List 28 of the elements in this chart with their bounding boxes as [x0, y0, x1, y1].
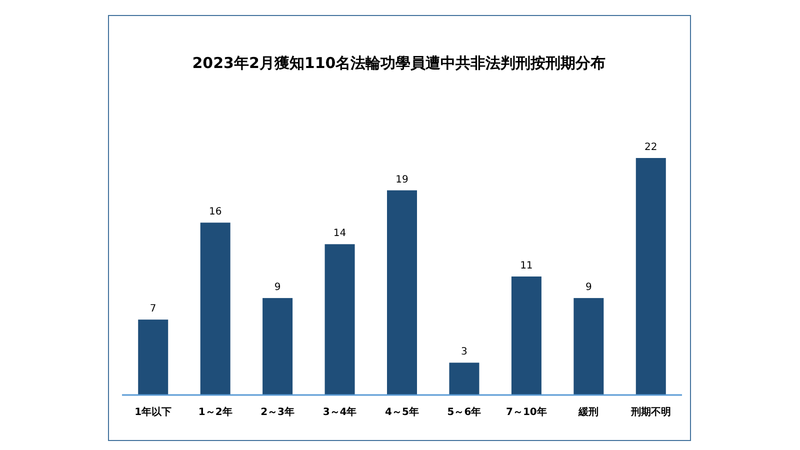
chart-title: 2023年2月獲知110名法輪功學員遭中共非法判刑按刑期分布 — [192, 54, 606, 72]
bar — [200, 222, 230, 395]
bar — [574, 298, 604, 395]
data-label: 19 — [396, 174, 408, 186]
bar — [636, 158, 666, 395]
x-tick-label: 緩刑 — [578, 406, 599, 418]
bar — [262, 298, 293, 395]
data-label: 3 — [461, 346, 468, 358]
data-label: 7 — [150, 304, 156, 315]
bar — [324, 244, 355, 395]
data-label: 22 — [644, 142, 658, 153]
x-tick-label: 7～10年 — [506, 406, 547, 418]
data-label: 9 — [274, 282, 281, 294]
x-tick-label: 5～6年 — [447, 406, 482, 418]
bar — [387, 190, 417, 395]
data-label: 14 — [333, 228, 346, 240]
x-tick-label: 3～4年 — [322, 406, 357, 418]
bar — [511, 276, 542, 395]
x-tick-label: 2～3年 — [260, 406, 295, 418]
bar — [138, 320, 168, 395]
data-label: 11 — [520, 260, 533, 272]
data-label: 9 — [585, 282, 592, 294]
x-tick-label: 1年以下 — [134, 406, 172, 418]
x-tick-label: 4～5年 — [385, 406, 419, 418]
x-tick-label: 1～2年 — [198, 406, 232, 418]
data-label: 16 — [208, 206, 222, 218]
x-tick-label: 刑期不明 — [630, 406, 671, 418]
bar — [449, 362, 480, 395]
